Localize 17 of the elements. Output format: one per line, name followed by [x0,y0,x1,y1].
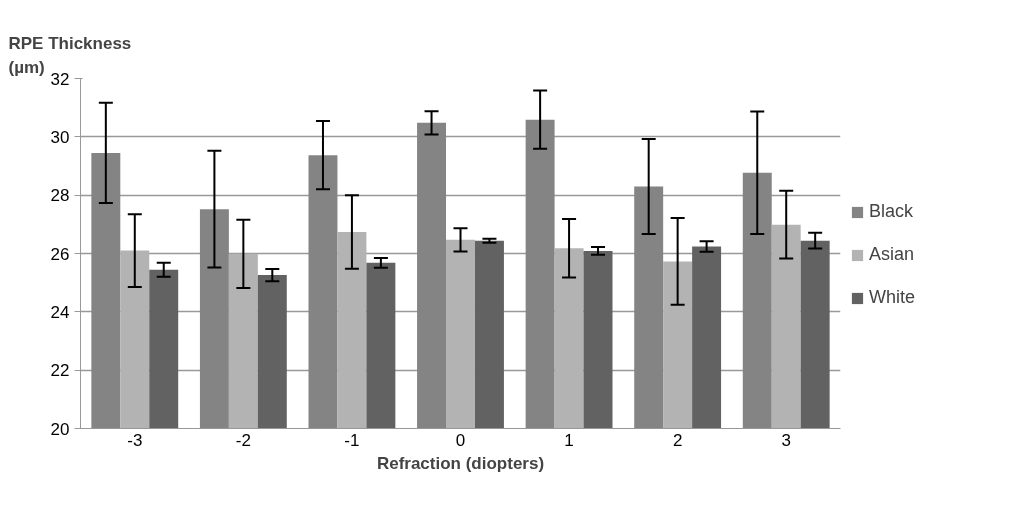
x-axis-title: Refraction (diopters) [376,453,545,473]
x-tick-label: 3 [781,430,791,450]
y-tick-label: 22 [50,361,70,381]
y-tick-label: 30 [50,127,70,147]
x-tick-label: -2 [235,430,251,450]
x-tick-label: 0 [455,430,466,450]
y-tick-label: 24 [50,302,70,322]
y-tick-label: 26 [50,244,70,264]
legend-label: Black [869,201,914,222]
x-tick-label: 1 [564,430,574,450]
x-tick-label: 2 [672,430,683,450]
x-tick-label: -3 [127,430,143,450]
legend-label: White [869,287,916,308]
x-tick-label: -1 [344,430,360,450]
legend-label: Asian [869,244,916,265]
y-tick-label: 28 [50,186,70,206]
y-tick-label: 20 [50,419,70,439]
